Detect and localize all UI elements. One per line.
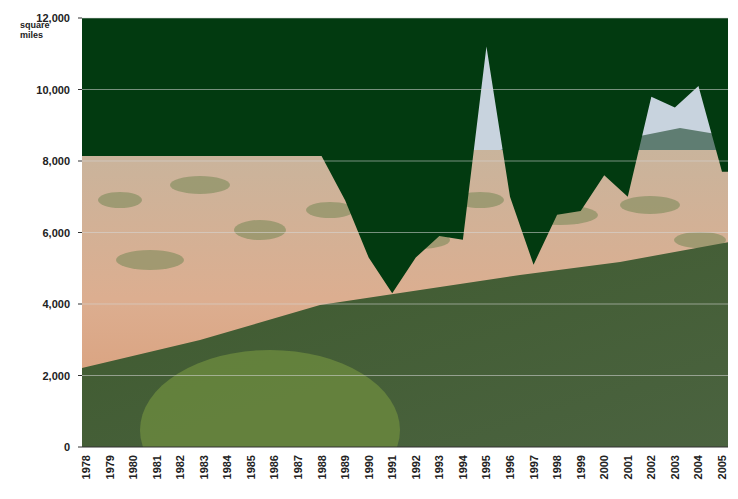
x-tick-label: 1985 [245, 455, 257, 479]
y-tick [78, 161, 82, 162]
hill [140, 350, 400, 447]
y-axis-label: squaremiles [20, 20, 50, 40]
x-tick-label: 1999 [575, 455, 587, 479]
y-tick-label: 0 [64, 441, 70, 453]
x-tick-label: 1997 [528, 455, 540, 479]
x-tick-label: 1986 [268, 455, 280, 479]
x-tick-label: 1993 [433, 455, 445, 479]
vegetation-patch [98, 192, 142, 208]
x-tick-label: 2005 [716, 455, 728, 479]
y-tick [78, 232, 82, 233]
x-tick-label: 1987 [292, 455, 304, 479]
chart: 02,0004,0006,0008,00010,00012,000squarem… [0, 0, 738, 499]
grid-line [82, 304, 728, 305]
y-tick [78, 375, 82, 376]
vegetation-patch [170, 176, 230, 194]
x-tick-label: 1981 [151, 455, 163, 479]
x-tick-label: 2001 [622, 455, 634, 479]
y-tick-label: 2,000 [42, 370, 70, 382]
vegetation-patch [116, 250, 184, 270]
x-tick-label: 1994 [457, 454, 469, 479]
y-tick-label: 4,000 [42, 298, 70, 310]
x-axis-line [82, 447, 728, 448]
x-tick-label: 1979 [104, 455, 116, 479]
x-tick-label: 2000 [598, 455, 610, 479]
x-tick-label: 1990 [363, 455, 375, 479]
x-tick-label: 2002 [645, 455, 657, 479]
x-tick-label: 1992 [410, 455, 422, 479]
x-tick-label: 1983 [198, 455, 210, 479]
y-tick-label: 8,000 [42, 155, 70, 167]
y-tick [78, 304, 82, 305]
y-tick [78, 447, 82, 448]
plot-area [82, 18, 728, 293]
x-tick-label: 1989 [339, 455, 351, 479]
grid-line [82, 375, 728, 376]
grid-line [82, 89, 728, 90]
x-tick-label: 1996 [504, 455, 516, 479]
x-tick-label: 1978 [80, 455, 92, 479]
y-tick-label: 10,000 [36, 84, 70, 96]
y-tick-label: 6,000 [42, 227, 70, 239]
x-tick-label: 2003 [669, 455, 681, 479]
y-tick [78, 18, 82, 19]
x-tick-label: 1998 [551, 455, 563, 479]
x-tick-label: 1991 [386, 455, 398, 479]
grid-line [82, 232, 728, 233]
x-tick-label: 1984 [221, 454, 233, 479]
grid-line [82, 18, 728, 19]
vegetation-patch [234, 220, 286, 240]
y-tick [78, 89, 82, 90]
x-tick-label: 1995 [480, 455, 492, 479]
grid-line [82, 161, 728, 162]
x-tick-label: 1988 [316, 455, 328, 479]
x-tick-label: 2004 [692, 454, 704, 479]
vegetation-patch [620, 196, 680, 214]
x-tick-label: 1980 [127, 455, 139, 479]
deforestation-area [82, 18, 728, 293]
x-tick-label: 1982 [174, 455, 186, 479]
